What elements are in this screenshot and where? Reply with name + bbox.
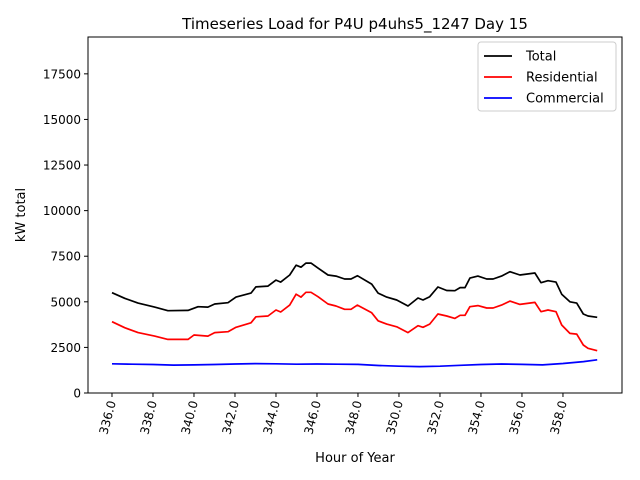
y-tick-label: 5000 — [50, 295, 81, 309]
y-tick-label: 0 — [73, 387, 81, 401]
series-line-total — [111, 262, 598, 319]
legend-box — [477, 41, 617, 112]
y-tick-label: 10000 — [43, 204, 81, 218]
legend-label-residential: Residential — [526, 71, 598, 86]
series-layer — [111, 262, 598, 368]
plot-frame — [87, 36, 623, 394]
y-tick-label: 2500 — [50, 341, 81, 355]
legend-label-total: Total — [525, 50, 556, 65]
legend-label-commercial: Commercial — [526, 92, 604, 107]
y-tick-label: 17500 — [43, 67, 81, 81]
series-line-residential — [111, 291, 598, 352]
y-axis: 0 2500 5000 7500 10000 12500 15000 17500 — [43, 67, 88, 401]
y-tick-label: 15000 — [43, 113, 81, 127]
chart-title: Timeseries Load for P4U p4uhs5_1247 Day … — [181, 15, 528, 34]
y-tick-label: 7500 — [50, 250, 81, 264]
y-tick-label: 12500 — [43, 159, 81, 173]
y-axis-label: kW total — [14, 188, 29, 242]
x-axis-label: Hour of Year — [315, 451, 395, 466]
series-line-commercial — [111, 358, 598, 368]
legend: Total Residential Commercial — [477, 41, 617, 112]
